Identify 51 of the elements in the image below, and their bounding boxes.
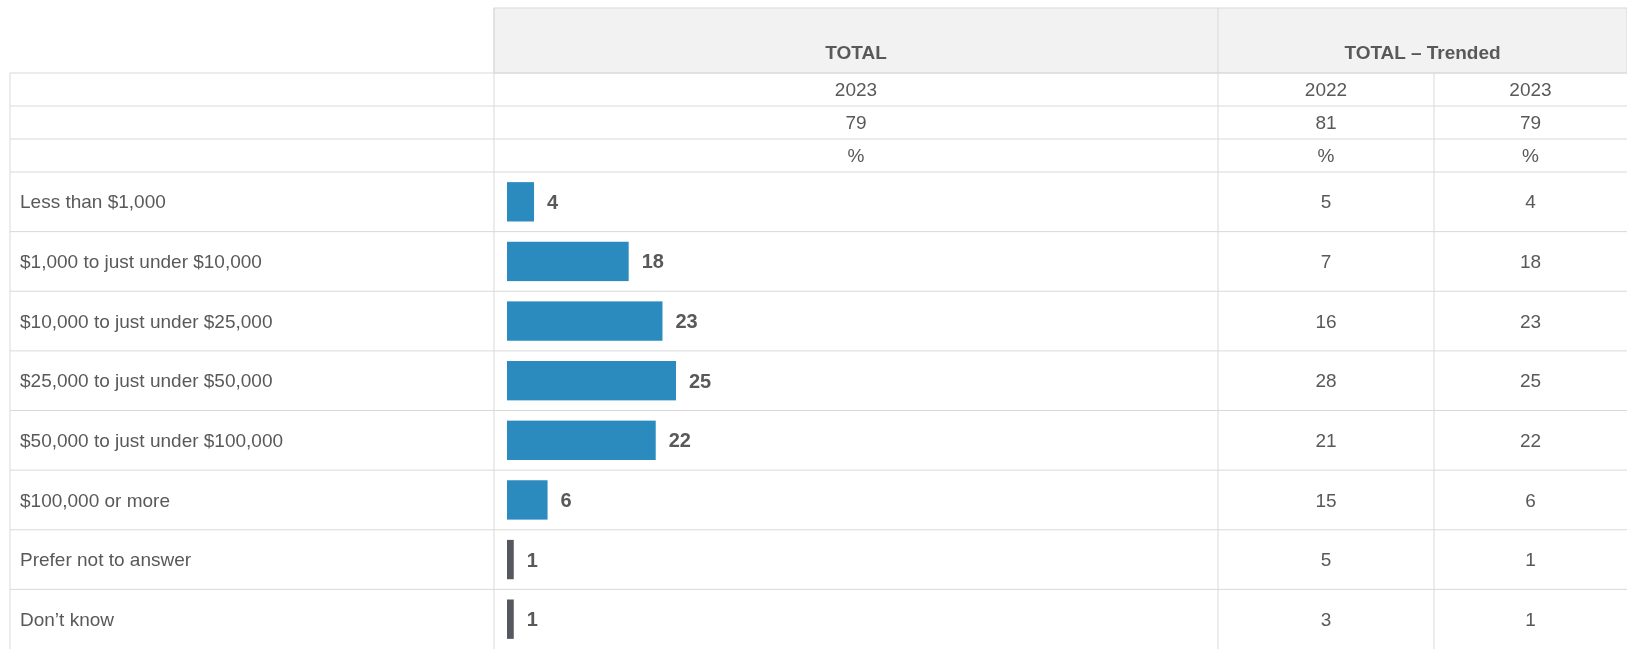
y-tick-label: Don’t know (20, 608, 115, 630)
text: % (1522, 145, 1540, 167)
text: 79 (1519, 112, 1542, 134)
y-tick-label: $25,000 to just under $50,000 (20, 370, 273, 392)
y-tick-label: Less than $1,000 (20, 191, 166, 213)
text: 79 (845, 112, 867, 134)
bar (507, 241, 629, 282)
data-label: 1 (1525, 608, 1536, 630)
annotation: 1 (526, 608, 538, 631)
data-label: 22 (1519, 429, 1542, 451)
annotation: 18 (641, 250, 664, 273)
text: 25 (689, 369, 712, 392)
annotation: 6 (560, 488, 572, 511)
text: 2023 (834, 79, 878, 101)
data-label: 6 (1525, 489, 1536, 511)
data-label: 1 (1525, 549, 1536, 571)
text: 5 (1320, 191, 1332, 213)
data-label: 25 (1519, 370, 1542, 392)
text: 7 (1320, 251, 1332, 273)
bar (507, 182, 535, 222)
text: 16 (1315, 310, 1337, 332)
annotation: 4 (547, 190, 560, 213)
text: % (847, 145, 865, 167)
bar (507, 361, 676, 401)
annotation: 23 (675, 310, 698, 333)
y-tick-label: $50,000 to just under $100,000 (20, 429, 284, 451)
y-tick-label: $100,000 or more (20, 489, 170, 511)
y-tick-label: Prefer not to answer (20, 549, 192, 571)
y-tick-label: $1,000 to just under $10,000 (20, 251, 262, 273)
annotation: 22 (668, 429, 691, 452)
text: 3 (1320, 608, 1332, 630)
text: 81 (1315, 112, 1337, 134)
bar (507, 420, 656, 460)
bar (507, 599, 514, 639)
text: TOTAL – Trended (1344, 42, 1501, 63)
bar (507, 539, 514, 580)
annotation: 1 (526, 548, 538, 571)
text: 2023 (1509, 79, 1552, 101)
text: 21 (1315, 429, 1337, 451)
text: 2022 (1304, 79, 1348, 101)
data-label: 23 (1519, 310, 1542, 332)
text: TOTAL (825, 42, 888, 63)
text: 28 (1315, 370, 1337, 392)
data-label: 4 (1525, 191, 1537, 213)
bar (507, 301, 663, 341)
data-label: 18 (1519, 251, 1542, 273)
text: 15 (1315, 489, 1337, 511)
text: 5 (1320, 549, 1332, 571)
text: % (1317, 145, 1335, 167)
bar (507, 480, 548, 520)
y-tick-label: $10,000 to just under $25,000 (20, 310, 273, 332)
